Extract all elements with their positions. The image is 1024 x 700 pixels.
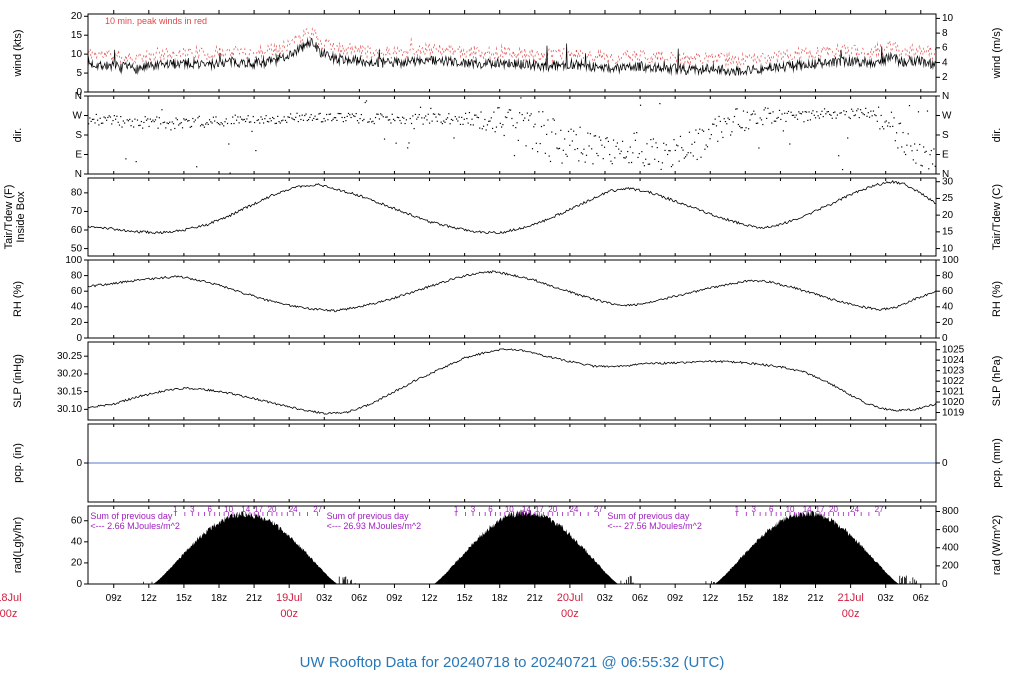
- chart-title: UW Rooftop Data for 20240718 to 20240721…: [299, 654, 725, 671]
- weather-chart-canvas: [0, 0, 1024, 640]
